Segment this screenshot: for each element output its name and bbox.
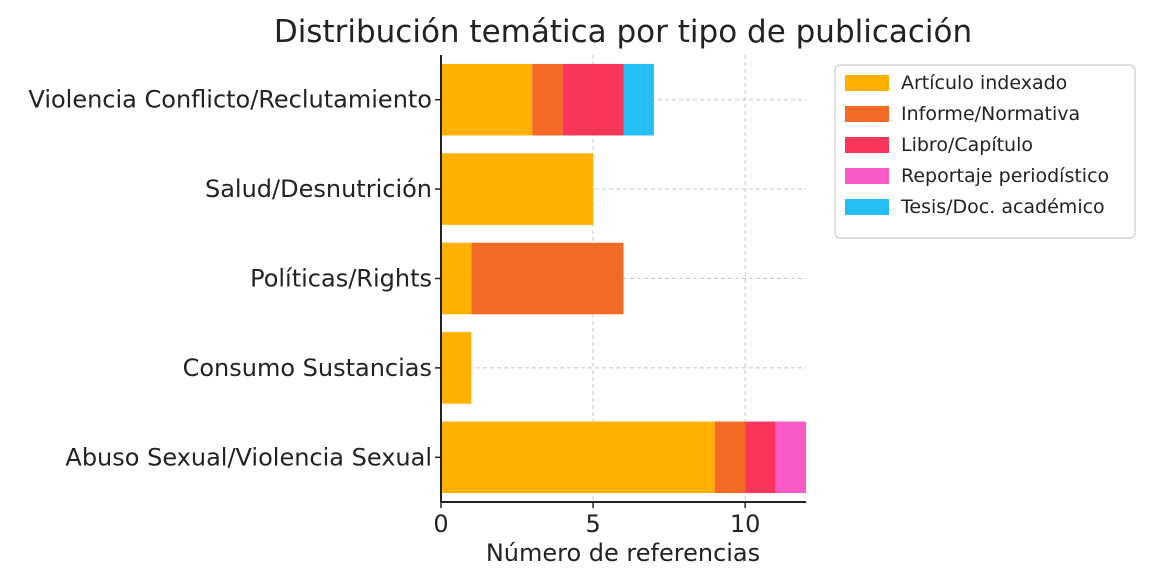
legend-swatch [845, 137, 889, 153]
bar-segment [471, 242, 624, 315]
legend-label: Reportaje periodístico [901, 165, 1109, 187]
bar-segment [441, 421, 715, 494]
y-tick-label: Violencia Conflicto/Reclutamiento [28, 86, 432, 114]
bar-segment [623, 63, 654, 136]
bar-segment [562, 63, 624, 136]
bars [441, 63, 806, 494]
bar-segment [775, 421, 806, 494]
y-axis-labels: Violencia Conflicto/Reclutamiento Salud/D… [28, 86, 432, 472]
legend-label: Tesis/Doc. académico [900, 196, 1105, 218]
x-axis-label: Número de referencias [486, 539, 760, 567]
bar-segment [441, 63, 533, 136]
chart-title: Distribución temática por tipo de public… [274, 14, 972, 50]
bar-segment [441, 242, 472, 315]
legend-label: Informe/Normativa [901, 103, 1080, 125]
legend: Artículo indexado Informe/Normativa Libro/… [834, 64, 1136, 239]
bar-segment [532, 63, 563, 136]
bar-segment [745, 421, 776, 494]
x-tick-label: 0 [433, 510, 448, 538]
legend-box [834, 64, 1136, 239]
x-tick-label: 5 [585, 510, 600, 538]
legend-label: Artículo indexado [901, 72, 1067, 94]
legend-swatch [845, 106, 889, 122]
legend-label: Libro/Capítulo [901, 134, 1033, 156]
x-axis-ticks: 0 5 10 [433, 502, 760, 538]
legend-swatch [845, 168, 889, 184]
y-tick-label: Salud/Desnutrición [205, 175, 432, 203]
bar-segment [441, 332, 472, 404]
y-tick-label: Políticas/Rights [250, 265, 432, 293]
legend-swatch [845, 75, 889, 91]
legend-swatch [845, 199, 889, 215]
x-tick-label: 10 [730, 510, 761, 538]
bar-segment [441, 153, 594, 225]
y-tick-label: Consumo Sustancias [183, 354, 432, 382]
y-tick-label: Abuso Sexual/Violencia Sexual [65, 443, 432, 471]
bar-segment [714, 421, 746, 494]
